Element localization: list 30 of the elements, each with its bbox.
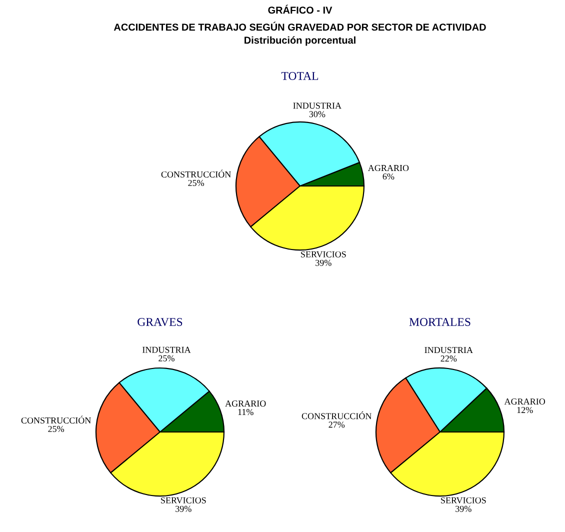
data-label: 25% — [158, 355, 174, 362]
chart-title: GRAVES — [138, 318, 182, 326]
slice-label: AGRARIO — [225, 400, 266, 407]
text: ACCIDENTES DE TRABAJO SEGÚN GRAVEDAD POR SECTOR DE ACTIVIDAD — [114, 22, 486, 31]
slice-label: INDUSTRIA — [293, 102, 342, 109]
slice-label: AGRARIO — [504, 398, 546, 405]
slice-label: CONSTRUCCIÓN — [161, 170, 231, 178]
text: Distribución porcentual — [244, 36, 356, 46]
data-label: 22% — [440, 356, 457, 362]
slice-label: AGRARIO — [368, 164, 409, 172]
data-label: 39% — [176, 506, 192, 512]
slice-label: CONSTRUCCIÓN — [302, 411, 372, 420]
slice-label: CONSTRUCCIÓN — [21, 416, 91, 424]
data-label: 39% — [456, 506, 472, 512]
data-label: 39% — [316, 260, 332, 266]
slice-label: INDUSTRIA — [424, 347, 473, 354]
chart-title: TOTAL — [281, 72, 318, 80]
slice-label: SERVICIOS — [161, 497, 206, 504]
data-label: 6% — [382, 173, 394, 180]
data-label: 30% — [309, 111, 326, 118]
data-label: 12% — [517, 406, 533, 414]
data-label: 25% — [188, 180, 204, 186]
slice-label: SERVICIOS — [301, 251, 346, 258]
slice-label: SERVICIOS — [441, 497, 486, 504]
data-label: 25% — [48, 426, 64, 432]
chart-title: MORTALES — [409, 318, 470, 326]
data-label: 11% — [238, 409, 254, 416]
text: GRÁFICO - IV — [268, 4, 332, 14]
slice-label: INDUSTRIA — [142, 346, 191, 353]
data-label: 27% — [328, 422, 345, 428]
